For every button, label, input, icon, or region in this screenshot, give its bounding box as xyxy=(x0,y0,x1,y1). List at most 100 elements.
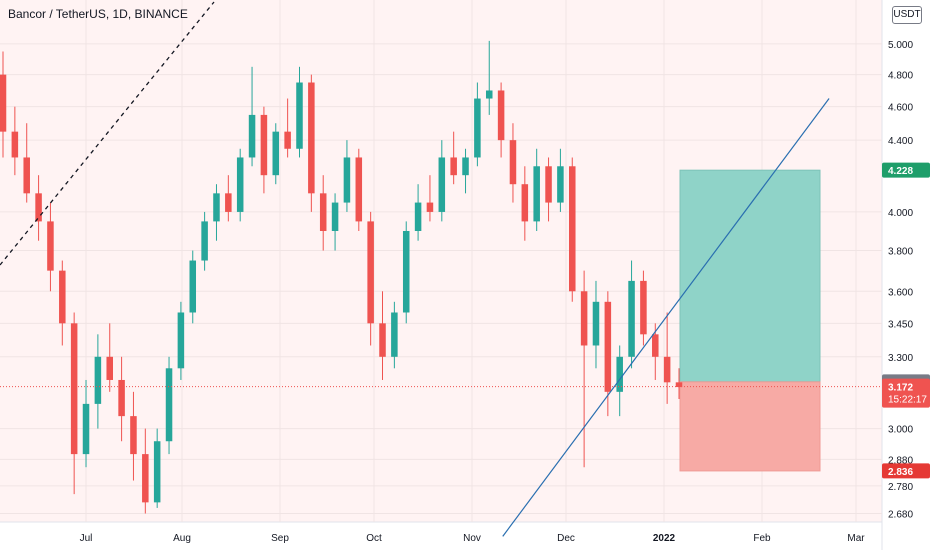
y-tick-label: 2.880 xyxy=(888,455,913,466)
candle-body xyxy=(319,193,327,231)
take-profit-label: 4.228 xyxy=(888,166,913,177)
candle-body xyxy=(616,356,623,392)
candle-body xyxy=(533,166,540,222)
y-tick-label: 4.600 xyxy=(888,103,913,114)
candle-body xyxy=(391,312,398,357)
stop-loss-zone xyxy=(679,381,821,472)
candle-body xyxy=(272,131,280,176)
last-price-label-bg xyxy=(882,378,930,408)
x-tick-label: Mar xyxy=(847,533,865,544)
currency-unit-button[interactable]: USDT xyxy=(892,6,922,24)
x-tick-label: Feb xyxy=(753,533,771,544)
candle-body xyxy=(497,90,505,141)
candle-body xyxy=(652,334,659,357)
candle-body xyxy=(450,157,457,176)
y-tick-label: 3.000 xyxy=(888,425,913,436)
y-tick-label: 3.300 xyxy=(888,353,913,364)
x-tick-label: Sep xyxy=(271,533,289,544)
price-axis[interactable]: 5.000 4.800 4.600 4.400 4.000 3.800 3.600 3.450… xyxy=(888,40,913,521)
candle-body xyxy=(604,301,612,392)
candle-body xyxy=(343,157,351,203)
candle-body xyxy=(177,312,185,369)
candle-body xyxy=(663,356,671,383)
candle-body xyxy=(426,202,434,212)
candle-body xyxy=(59,270,66,324)
candle-body xyxy=(118,379,125,417)
candle-body xyxy=(189,260,197,313)
y-tick-label: 4.800 xyxy=(888,71,913,82)
y-tick-label: 3.450 xyxy=(888,319,913,330)
candle-body xyxy=(545,166,552,203)
y-tick-label: 3.800 xyxy=(888,247,913,258)
candle-body xyxy=(296,82,303,149)
dashed-trendline xyxy=(0,1,215,266)
x-tick-label: Oct xyxy=(366,533,382,544)
drawings xyxy=(0,1,882,537)
candle-body xyxy=(82,403,90,455)
candles xyxy=(0,40,683,514)
x-tick-label: Dec xyxy=(557,533,575,544)
candle-body xyxy=(47,221,54,271)
position-zones xyxy=(679,169,821,472)
y-tick-label: 2.780 xyxy=(888,482,913,493)
candle-body xyxy=(11,131,19,158)
candle-body xyxy=(331,202,339,231)
y-tick-label: 3.600 xyxy=(888,287,913,298)
candle-body xyxy=(485,90,493,99)
candle-body xyxy=(236,157,244,212)
candle-body xyxy=(308,82,315,194)
last-price-label: 3.172 xyxy=(888,383,913,394)
candle-body xyxy=(70,323,78,455)
candle-body xyxy=(94,356,102,404)
candle-body xyxy=(367,221,374,324)
candle-body xyxy=(225,193,232,212)
x-tick-label: Nov xyxy=(463,533,481,544)
candle-body xyxy=(130,416,137,455)
candle-body xyxy=(675,382,683,388)
x-tick-label: Aug xyxy=(173,533,191,544)
y-tick-label: 5.000 xyxy=(888,40,913,51)
candle-body xyxy=(248,114,256,158)
candle-body xyxy=(213,193,220,222)
countdown-label: 15:22:17 xyxy=(888,395,927,406)
candle-body xyxy=(142,454,149,503)
candle-body xyxy=(569,166,576,292)
candle-body xyxy=(0,74,7,132)
candle-body xyxy=(640,280,647,335)
time-axis[interactable]: Jul Aug Sep Oct Nov Dec 2022 Feb Mar xyxy=(80,533,866,544)
chart-title: Bancor / TetherUS, 1D, BINANCE xyxy=(8,7,188,21)
candle-body xyxy=(628,280,635,357)
candle-body xyxy=(592,301,600,346)
candle-body xyxy=(153,441,161,503)
candle-body xyxy=(201,221,208,261)
candle-body xyxy=(580,291,588,346)
y-tick-label: 4.000 xyxy=(888,208,913,219)
trendline xyxy=(502,98,830,537)
stop-loss-label-bg xyxy=(882,463,930,479)
candle-body xyxy=(402,230,410,313)
candle-body xyxy=(23,157,30,194)
candle-body xyxy=(521,184,529,222)
candle-body xyxy=(35,193,42,222)
candle-body xyxy=(474,98,481,158)
x-tick-label: Jul xyxy=(80,533,93,544)
candle-body xyxy=(355,157,363,222)
candle-body xyxy=(379,323,386,357)
candle-body xyxy=(557,166,564,203)
candle-body xyxy=(260,114,268,176)
candle-body xyxy=(165,368,173,442)
take-profit-label-bg xyxy=(882,162,930,178)
candle-body xyxy=(462,157,469,176)
candle-body xyxy=(509,140,517,185)
y-tick-label: 2.680 xyxy=(888,510,913,521)
stop-loss-label: 2.836 xyxy=(888,467,913,478)
candle-body xyxy=(106,356,113,380)
profit-zone xyxy=(679,169,821,383)
x-tick-label: 2022 xyxy=(653,533,676,544)
candle-body xyxy=(414,202,422,231)
y-tick-label: 4.400 xyxy=(888,136,913,147)
candle-body xyxy=(284,131,291,149)
